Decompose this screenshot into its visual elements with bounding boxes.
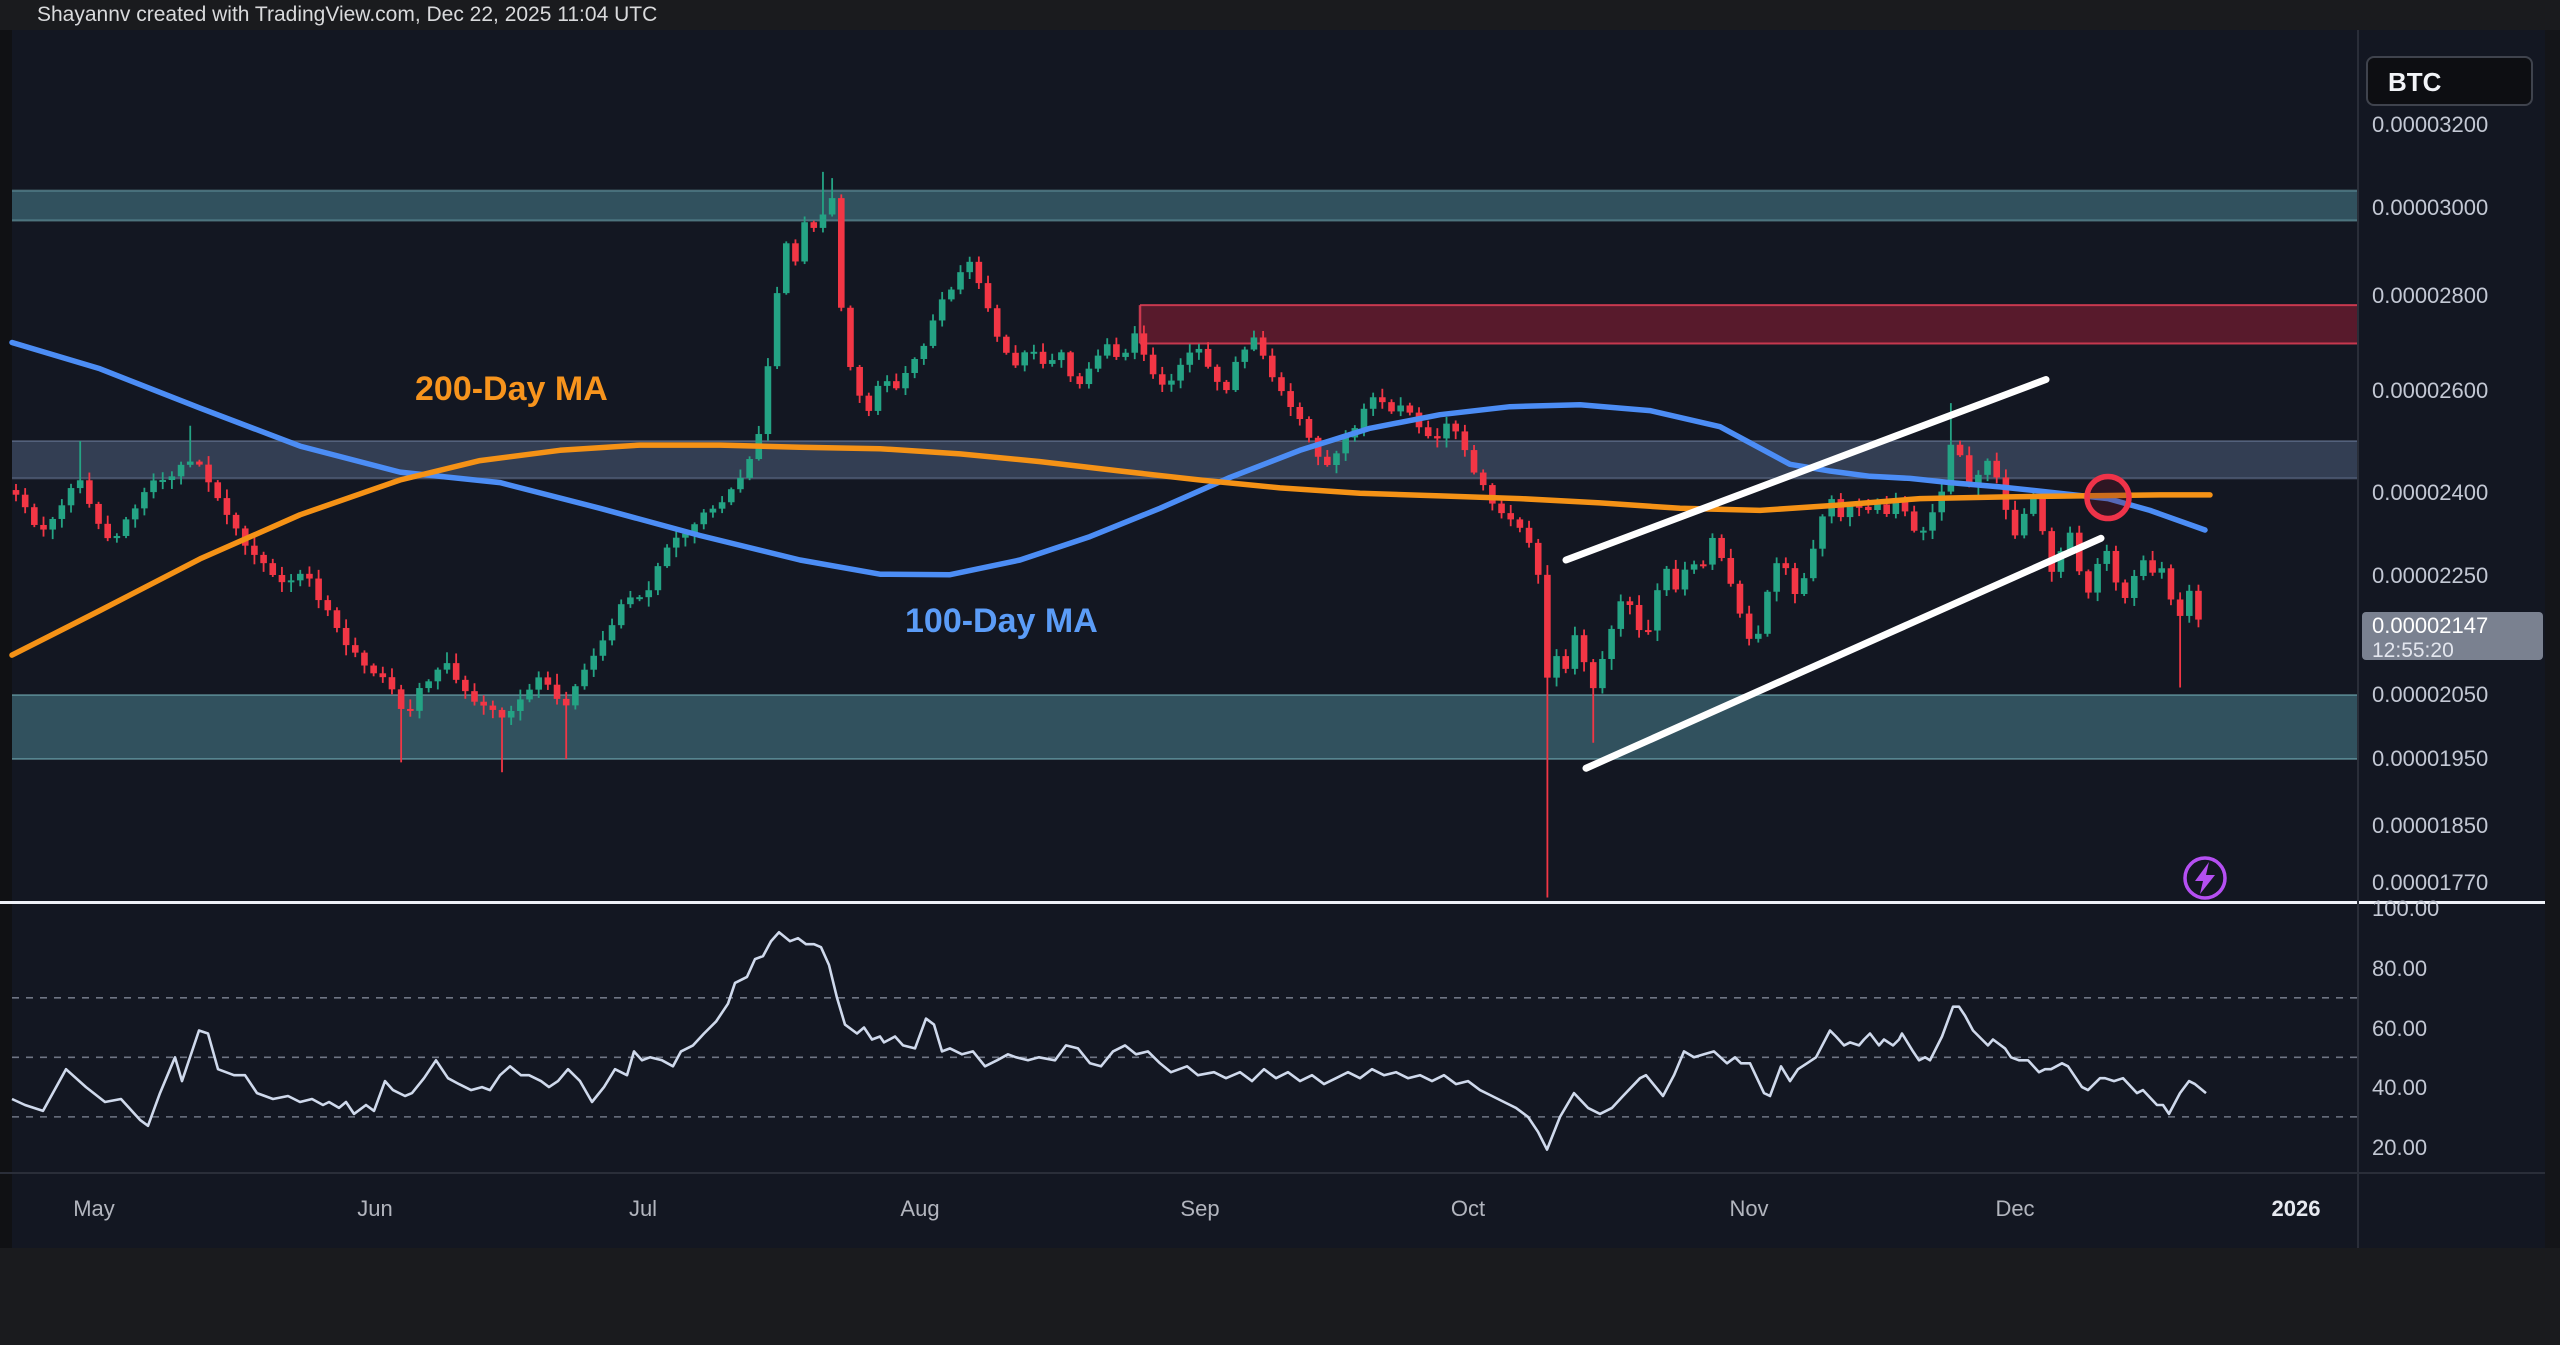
rsi-line [11, 931, 2207, 1151]
current-price-value: 0.00002147 [2372, 613, 2489, 638]
year-tick: 2026 [2271, 1196, 2321, 1221]
symbol-badge: BTC [2366, 56, 2533, 106]
price-tick: 0.00002600 [2372, 377, 2489, 403]
bottom-frame: TradingView [0, 1248, 2560, 1345]
ma100-line [9, 339, 2208, 578]
price-tick: 0.00001770 [2372, 870, 2489, 895]
month-tick-jun: Jun [357, 1196, 393, 1221]
candlesticks [12, 171, 2202, 898]
pane-separator[interactable] [0, 901, 2545, 904]
price-tick: 0.00001850 [2372, 813, 2489, 839]
attribution-text: Shayannv created with TradingView.com, D… [37, 3, 658, 26]
zone-resistance-red [1138, 304, 2357, 345]
ma100-watermark-label: 100-Day MA [905, 602, 1098, 640]
month-tick-oct: Oct [1450, 1196, 1486, 1221]
price-tick: 0.00002400 [2372, 480, 2489, 506]
month-tick-sep: Sep [1180, 1196, 1220, 1221]
rsi-tick: 60.00 [2372, 1015, 2428, 1041]
trendline-channel-upper[interactable] [1562, 376, 2050, 564]
month-tick-dec: Dec [1995, 1196, 2035, 1221]
pane-right-border [2357, 30, 2359, 1248]
chart-background[interactable] [12, 30, 2545, 1248]
rsi-tick: 80.00 [2372, 956, 2428, 981]
month-tick-jul: Jul [628, 1196, 658, 1221]
lightning-icon [2195, 862, 2215, 894]
zone-support-teal-lower [12, 694, 2357, 761]
current-price-tag: 0.00002147 12:55:20 [2362, 612, 2543, 662]
price-tick: 0.00001950 [2372, 746, 2489, 772]
right-frame [2545, 30, 2560, 1248]
flash-button[interactable] [2183, 856, 2227, 900]
month-tick-may: May [73, 1196, 115, 1221]
bar-countdown: 12:55:20 [2372, 639, 2454, 662]
rsi-tick: 100.00 [2372, 896, 2440, 922]
month-tick-nov: Nov [1729, 1196, 1769, 1221]
ma200-line [9, 442, 2213, 658]
annotation-breakdown-circle[interactable] [2084, 473, 2132, 522]
month-tick-aug: Aug [900, 1196, 940, 1221]
zone-resistance-teal-upper [12, 189, 2357, 222]
price-tick: 0.00003200 [2372, 112, 2489, 138]
rsi-tick: 20.00 [2372, 1134, 2428, 1160]
price-tick: 0.00003000 [2372, 194, 2489, 220]
price-tick: 0.00002250 [2372, 562, 2489, 588]
attribution-bar: Shayannv created with TradingView.com, D… [0, 0, 2560, 30]
symbol-badge-text: BTC [2388, 67, 2442, 97]
trendline-channel-lower[interactable] [1582, 534, 2105, 772]
left-frame [0, 30, 12, 1248]
price-tick: 0.00002800 [2372, 282, 2489, 308]
rsi-pane-bottom-border [0, 1172, 2545, 1174]
ma200-watermark-label: 200-Day MA [415, 370, 608, 408]
rsi-tick: 40.00 [2372, 1075, 2428, 1101]
price-tick: 0.00002050 [2372, 682, 2489, 708]
